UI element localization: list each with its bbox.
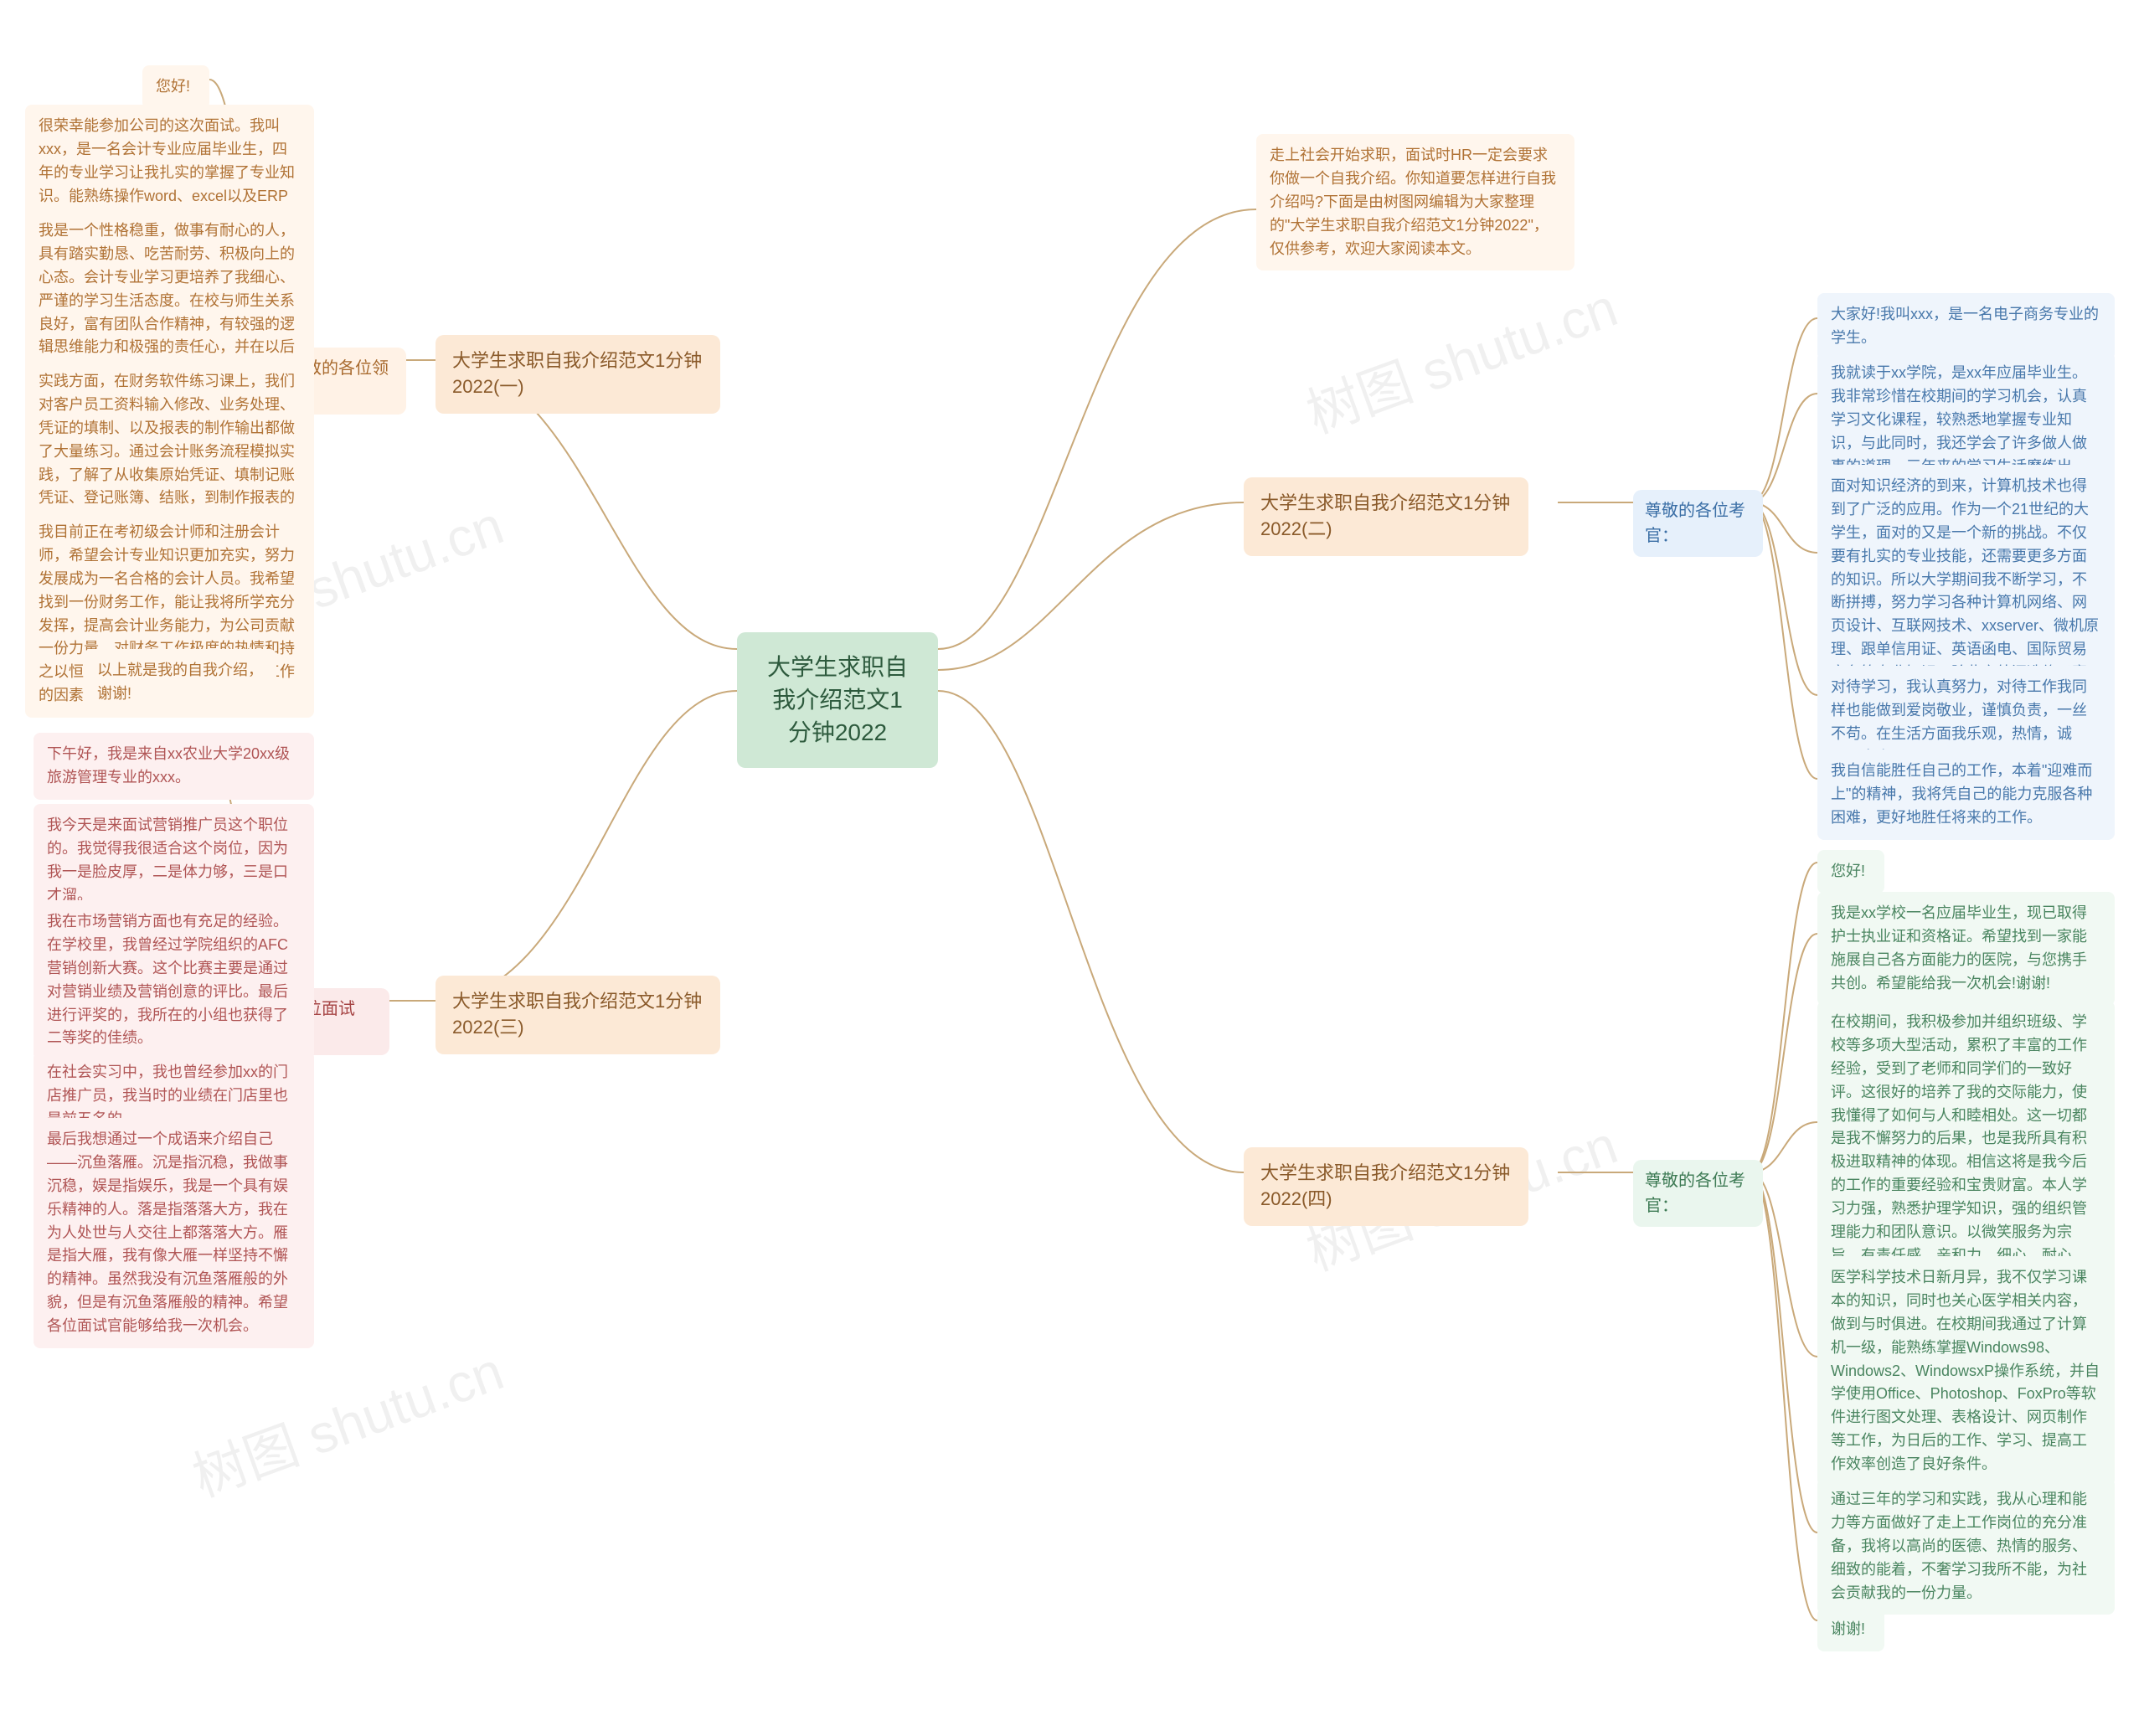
branch-4-leaf: 我是xx学校一名应届毕业生，现已取得护士执业证和资格证。希望找到一家能施展自己各… bbox=[1817, 892, 2115, 1006]
branch-1-leaf: 您好! bbox=[142, 65, 209, 109]
branch-4-leaf: 医学科学技术日新月异，我不仅学习课本的知识，同时也关心医学相关内容，做到与时俱进… bbox=[1817, 1256, 2115, 1486]
branch-3-leaf: 我在市场营销方面也有充足的经验。在学校里，我曾经过学院组织的AFC营销创新大赛。… bbox=[34, 900, 314, 1060]
branch-4-leaf: 谢谢! bbox=[1817, 1608, 1884, 1651]
branch-node-4: 大学生求职自我介绍范文1分钟2022(四) bbox=[1244, 1147, 1528, 1226]
intro-text: 走上社会开始求职，面试时HR一定会要求你做一个自我介绍。你知道要怎样进行自我介绍… bbox=[1256, 134, 1574, 270]
watermark: 树图 shutu.cn bbox=[181, 1328, 513, 1512]
branch-node-2: 大学生求职自我介绍范文1分钟2022(二) bbox=[1244, 477, 1528, 556]
branch-2-leaf: 我自信能胜任自己的工作，本着"迎难而上"的精神，我将凭自己的能力克服各种困难，更… bbox=[1817, 750, 2115, 840]
branch-2-leaf: 大家好!我叫xxx，是一名电子商务专业的学生。 bbox=[1817, 293, 2115, 360]
branch-3-leaf: 下午好，我是来自xx农业大学20xx级旅游管理专业的xxx。 bbox=[34, 733, 314, 800]
center-node: 大学生求职自我介绍范文1 分钟2022 bbox=[737, 632, 938, 768]
branch-4-leaf: 通过三年的学习和实践，我从心理和能力等方面做好了走上工作岗位的充分准备，我将以高… bbox=[1817, 1478, 2115, 1615]
branch-4-sub: 尊敬的各位考官： bbox=[1633, 1160, 1763, 1227]
watermark: 树图 shutu.cn bbox=[1295, 265, 1626, 448]
branch-node-1: 大学生求职自我介绍范文1分钟2022(一) bbox=[436, 335, 720, 414]
branch-2-sub: 尊敬的各位考官： bbox=[1633, 490, 1763, 557]
branch-3-leaf: 最后我想通过一个成语来介绍自己——沉鱼落雁。沉是指沉稳，我做事沉稳，娱是指娱乐，… bbox=[34, 1118, 314, 1348]
branch-4-leaf: 您好! bbox=[1817, 850, 1884, 894]
branch-1-leaf: 以上就是我的自我介绍，谢谢! bbox=[84, 649, 276, 716]
branch-node-3: 大学生求职自我介绍范文1分钟2022(三) bbox=[436, 976, 720, 1054]
